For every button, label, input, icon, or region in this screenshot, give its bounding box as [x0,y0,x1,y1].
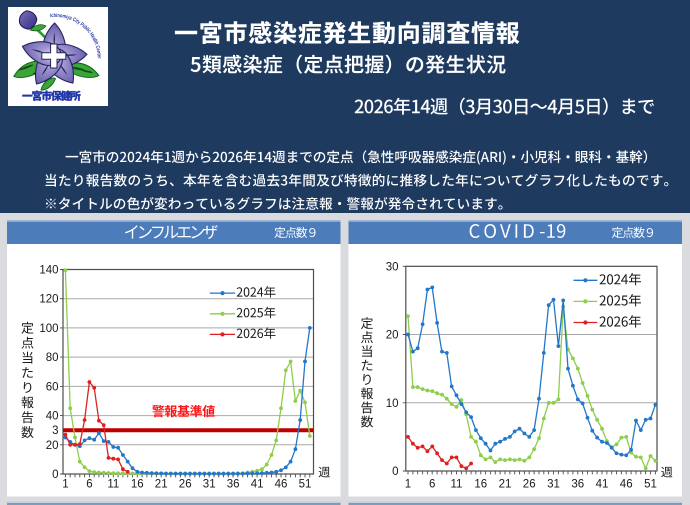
svg-text:0: 0 [392,466,398,478]
svg-text:16: 16 [474,479,487,491]
svg-text:1: 1 [62,479,68,491]
svg-text:20: 20 [46,440,59,452]
svg-text:26: 26 [523,479,536,491]
svg-text:120: 120 [39,294,58,306]
svg-text:31: 31 [547,479,560,491]
svg-text:31: 31 [203,479,216,491]
svg-text:6: 6 [86,479,92,491]
svg-text:36: 36 [571,479,584,491]
svg-text:46: 46 [275,479,288,491]
svg-text:41: 41 [251,479,264,491]
svg-text:20: 20 [386,330,399,342]
svg-text:51: 51 [644,479,657,491]
svg-text:46: 46 [620,479,633,491]
svg-text:10: 10 [386,398,399,410]
svg-text:21: 21 [499,479,512,491]
svg-text:41: 41 [596,479,609,491]
svg-text:26: 26 [179,479,192,491]
svg-text:51: 51 [299,479,312,491]
svg-text:3: 3 [52,425,58,437]
svg-text:40: 40 [46,411,59,423]
svg-text:11: 11 [107,479,119,491]
svg-text:60: 60 [46,381,59,393]
svg-text:30: 30 [386,261,399,273]
svg-text:0: 0 [52,469,58,481]
svg-text:100: 100 [39,323,58,335]
svg-text:21: 21 [155,479,168,491]
svg-text:36: 36 [227,479,240,491]
svg-text:80: 80 [46,352,59,364]
svg-text:6: 6 [429,479,435,491]
svg-text:1: 1 [405,479,411,491]
svg-text:11: 11 [451,479,463,491]
svg-text:16: 16 [131,479,144,491]
svg-text:140: 140 [39,265,58,277]
